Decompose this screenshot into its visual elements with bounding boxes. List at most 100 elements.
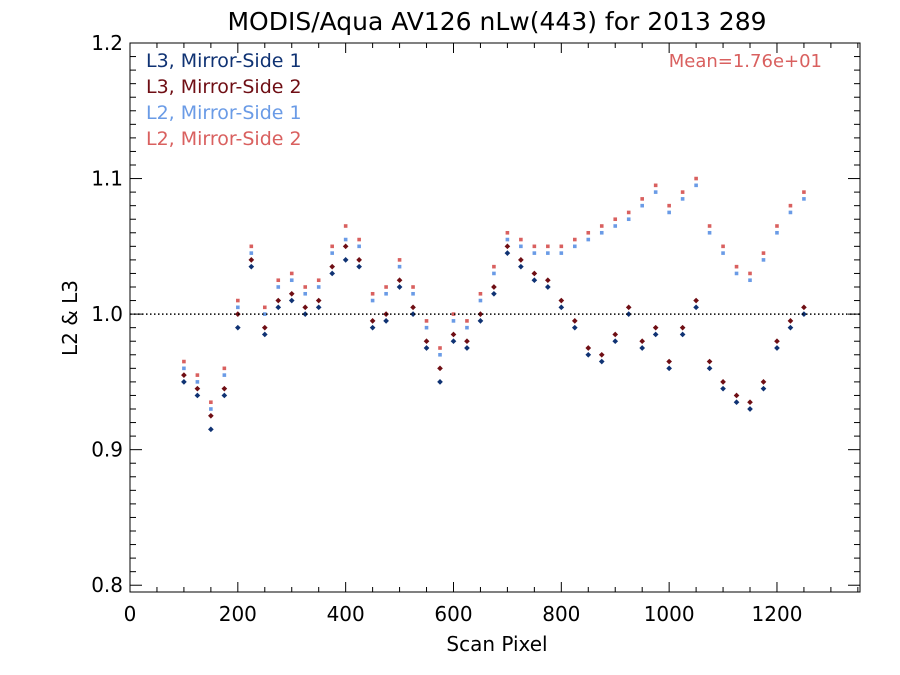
scatter-point <box>222 366 227 371</box>
y-tick-label: 1.1 <box>91 167 123 191</box>
scatter-point <box>802 190 806 194</box>
scatter-point <box>599 230 604 235</box>
scatter-point <box>491 284 497 290</box>
scatter-point <box>518 257 524 263</box>
scatter-point <box>342 243 349 250</box>
scatter-point <box>222 373 227 377</box>
scatter-point <box>531 277 538 284</box>
scatter-point <box>451 312 456 316</box>
scatter-point <box>288 290 295 297</box>
scatter-point <box>652 324 659 331</box>
scatter-point <box>396 284 403 290</box>
scatter-point <box>410 304 416 311</box>
scatter-point <box>209 407 213 411</box>
scatter-point <box>477 318 484 324</box>
scatter-point <box>733 399 740 406</box>
scatter-point <box>505 237 510 242</box>
scatter-point <box>774 345 780 351</box>
scatter-point <box>492 271 496 276</box>
scatter-point <box>288 297 295 304</box>
scatter-point <box>424 319 429 323</box>
scatter-point <box>478 298 483 303</box>
x-tick-label: 1000 <box>644 602 695 626</box>
scatter-point <box>558 304 565 311</box>
x-tick-label: 200 <box>219 602 257 626</box>
scatter-point <box>518 263 524 270</box>
scatter-point <box>706 358 713 365</box>
scatter-point <box>694 176 698 181</box>
y-tick-label: 1.2 <box>91 31 123 55</box>
scatter-point <box>652 331 659 338</box>
scatter-point <box>775 224 779 228</box>
legend-entry: L2, Mirror-Side 2 <box>146 128 302 150</box>
scatter-point <box>504 243 511 250</box>
scatter-point <box>639 345 646 351</box>
scatter-point <box>612 331 619 338</box>
scatter-point <box>182 366 186 371</box>
scatter-point <box>653 190 658 194</box>
scatter-point <box>532 244 537 249</box>
scatter-point <box>546 251 550 255</box>
scatter-point <box>545 284 551 290</box>
scatter-point <box>329 270 336 277</box>
x-tick-label: 400 <box>327 602 365 626</box>
x-tick-label: 800 <box>542 602 580 626</box>
scatter-point <box>195 373 200 377</box>
scatter-point <box>626 210 631 215</box>
scatter-point <box>545 277 551 284</box>
scatter-point <box>598 358 605 365</box>
scatter-point <box>384 285 388 289</box>
scatter-point <box>236 305 240 310</box>
scatter-point <box>775 230 779 235</box>
scatter-point <box>397 264 402 269</box>
scatter-point <box>316 285 321 289</box>
scatter-point <box>289 271 294 276</box>
y-axis: 0.8 0.9 1.0 1.1 1.2 <box>91 31 860 597</box>
scatter-point <box>531 270 538 277</box>
scatter-point <box>585 345 592 351</box>
mean-annotation: Mean=1.76e+01 <box>669 51 822 72</box>
scatter-point <box>343 237 348 242</box>
scatter-point <box>249 251 254 255</box>
scatter-point <box>276 278 281 283</box>
scatter-point <box>275 304 282 311</box>
scatter-point <box>369 324 376 331</box>
scatter-point <box>625 311 632 317</box>
scatter-point <box>571 318 578 324</box>
legend-entry: L2, Mirror-Side 1 <box>146 102 302 124</box>
scatter-point <box>194 385 201 392</box>
scatter-point <box>438 346 442 350</box>
scatter-point <box>787 324 794 331</box>
x-axis-label: Scan Pixel <box>446 632 547 656</box>
scatter-point <box>612 338 619 345</box>
y-tick-label: 0.9 <box>91 438 123 462</box>
scatter-point <box>261 331 268 338</box>
scatter-point <box>261 324 268 331</box>
scatter-point <box>330 244 334 249</box>
scatter-point <box>235 311 241 317</box>
scatter-point <box>707 230 712 235</box>
scatter-point <box>734 264 739 269</box>
scatter-point <box>559 244 564 249</box>
scatter-point <box>787 318 794 324</box>
scatter-point <box>465 325 469 330</box>
scatter-point <box>761 258 766 262</box>
scatter-point <box>532 251 537 255</box>
scatter-point <box>519 237 523 242</box>
legend: L3, Mirror-Side 1 L3, Mirror-Side 2 L2, Mi… <box>146 50 302 150</box>
scatter-point <box>760 385 767 392</box>
scatter-point <box>720 379 726 385</box>
scatter-point <box>706 365 713 372</box>
scatter-point <box>182 359 186 364</box>
data-points <box>181 176 807 433</box>
scatter-point <box>613 217 618 222</box>
scatter-point <box>477 311 484 317</box>
scatter-point <box>342 257 349 263</box>
scatter-point <box>693 304 699 311</box>
scatter-point <box>194 392 201 399</box>
scatter-point <box>747 406 753 412</box>
scatter-point <box>667 210 671 215</box>
scatter-point <box>679 324 686 331</box>
scatter-point <box>248 257 255 263</box>
scatter-point <box>802 197 806 201</box>
